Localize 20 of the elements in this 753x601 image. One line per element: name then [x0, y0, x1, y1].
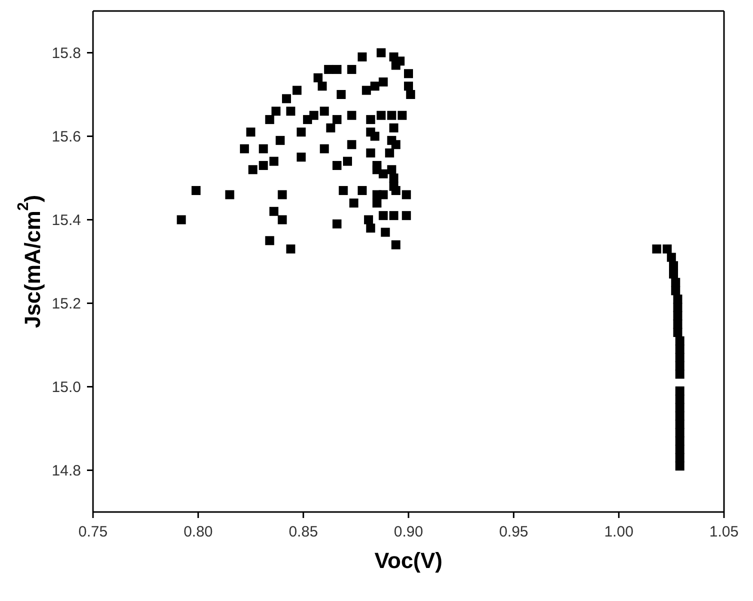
- point: [652, 244, 662, 254]
- x-tick-label: 0.75: [78, 524, 108, 541]
- point: [666, 252, 676, 262]
- x-tick-label: 0.85: [288, 524, 318, 541]
- y-tick-label: 15.4: [52, 212, 81, 230]
- point: [675, 462, 684, 471]
- y-tick-label: 15.0: [52, 379, 81, 396]
- y-tick-label: 15.2: [52, 296, 81, 313]
- x-tick-label: 0.90: [394, 524, 424, 541]
- x-tick-label: 1.00: [604, 524, 634, 541]
- point: [675, 370, 684, 379]
- x-axis-title: Voc(V): [374, 548, 443, 573]
- point: [675, 386, 684, 396]
- x-tick-label: 0.95: [499, 524, 528, 541]
- x-tick-label: 1.05: [709, 524, 739, 541]
- point: [662, 244, 672, 254]
- y-tick-label: 15.8: [52, 45, 81, 62]
- x-tick-label: 0.80: [184, 524, 213, 541]
- y-tick-label: 15.6: [52, 128, 81, 146]
- y-tick-label: 14.8: [52, 462, 81, 480]
